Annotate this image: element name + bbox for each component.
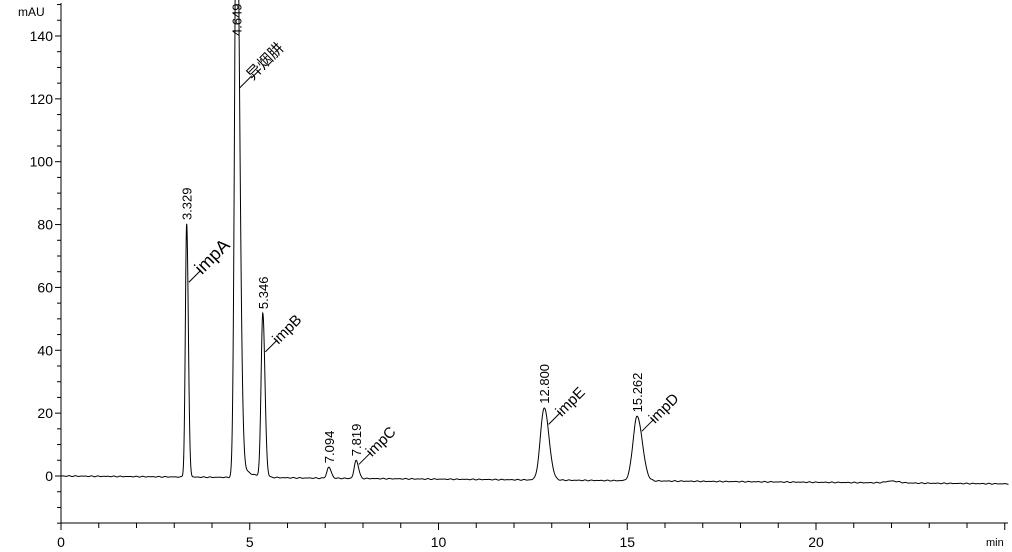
peak-rt-label: 15.262 <box>630 373 645 413</box>
y-tick-label: 0 <box>45 468 53 484</box>
peak-name-label: impB <box>269 311 305 347</box>
peak-name-leader <box>188 269 202 283</box>
peak-rt-label: 4.649 <box>229 3 244 36</box>
y-tick-label: 40 <box>37 342 53 358</box>
axes: 0 20 40 60 80 100 120 140 0 5 10 15 20 <box>30 3 1008 550</box>
peak-name-leader <box>641 418 655 432</box>
peak-name-label: impD <box>646 390 683 427</box>
y-tick-label: 60 <box>37 279 53 295</box>
y-tick-label: 100 <box>30 154 54 170</box>
y-axis-label: mAU <box>18 5 45 19</box>
peak-rt-label: 5.346 <box>256 277 271 310</box>
x-axis-label: min <box>986 537 1004 549</box>
x-tick-label: 20 <box>808 534 824 550</box>
x-tick-label: 10 <box>431 534 447 550</box>
peak-name-label: impE <box>552 384 588 420</box>
peak-name-label: impA <box>191 235 234 278</box>
peak-rt-label: 7.819 <box>349 424 364 457</box>
peak-name-leader <box>239 75 253 89</box>
y-tick-label: 140 <box>30 28 54 44</box>
peak-name-leader <box>264 339 278 353</box>
y-tick-label: 80 <box>37 217 53 233</box>
y-tick-label: 120 <box>30 91 54 107</box>
peak-rt-label: 7.094 <box>322 431 337 464</box>
x-tick-label: 0 <box>57 534 65 550</box>
peak-name-leader <box>548 412 561 425</box>
x-tick-label: 15 <box>619 534 635 550</box>
peak-rt-label: 12.800 <box>537 364 552 404</box>
x-tick-label: 5 <box>246 534 254 550</box>
peak-name-label: 异烟肼 <box>244 40 288 84</box>
peak-name-label: impC <box>363 423 400 460</box>
chromatogram-trace <box>61 0 1009 485</box>
peak-rt-label: 3.329 <box>180 187 195 220</box>
y-tick-label: 20 <box>37 405 53 421</box>
peak-name-leader <box>358 452 372 465</box>
